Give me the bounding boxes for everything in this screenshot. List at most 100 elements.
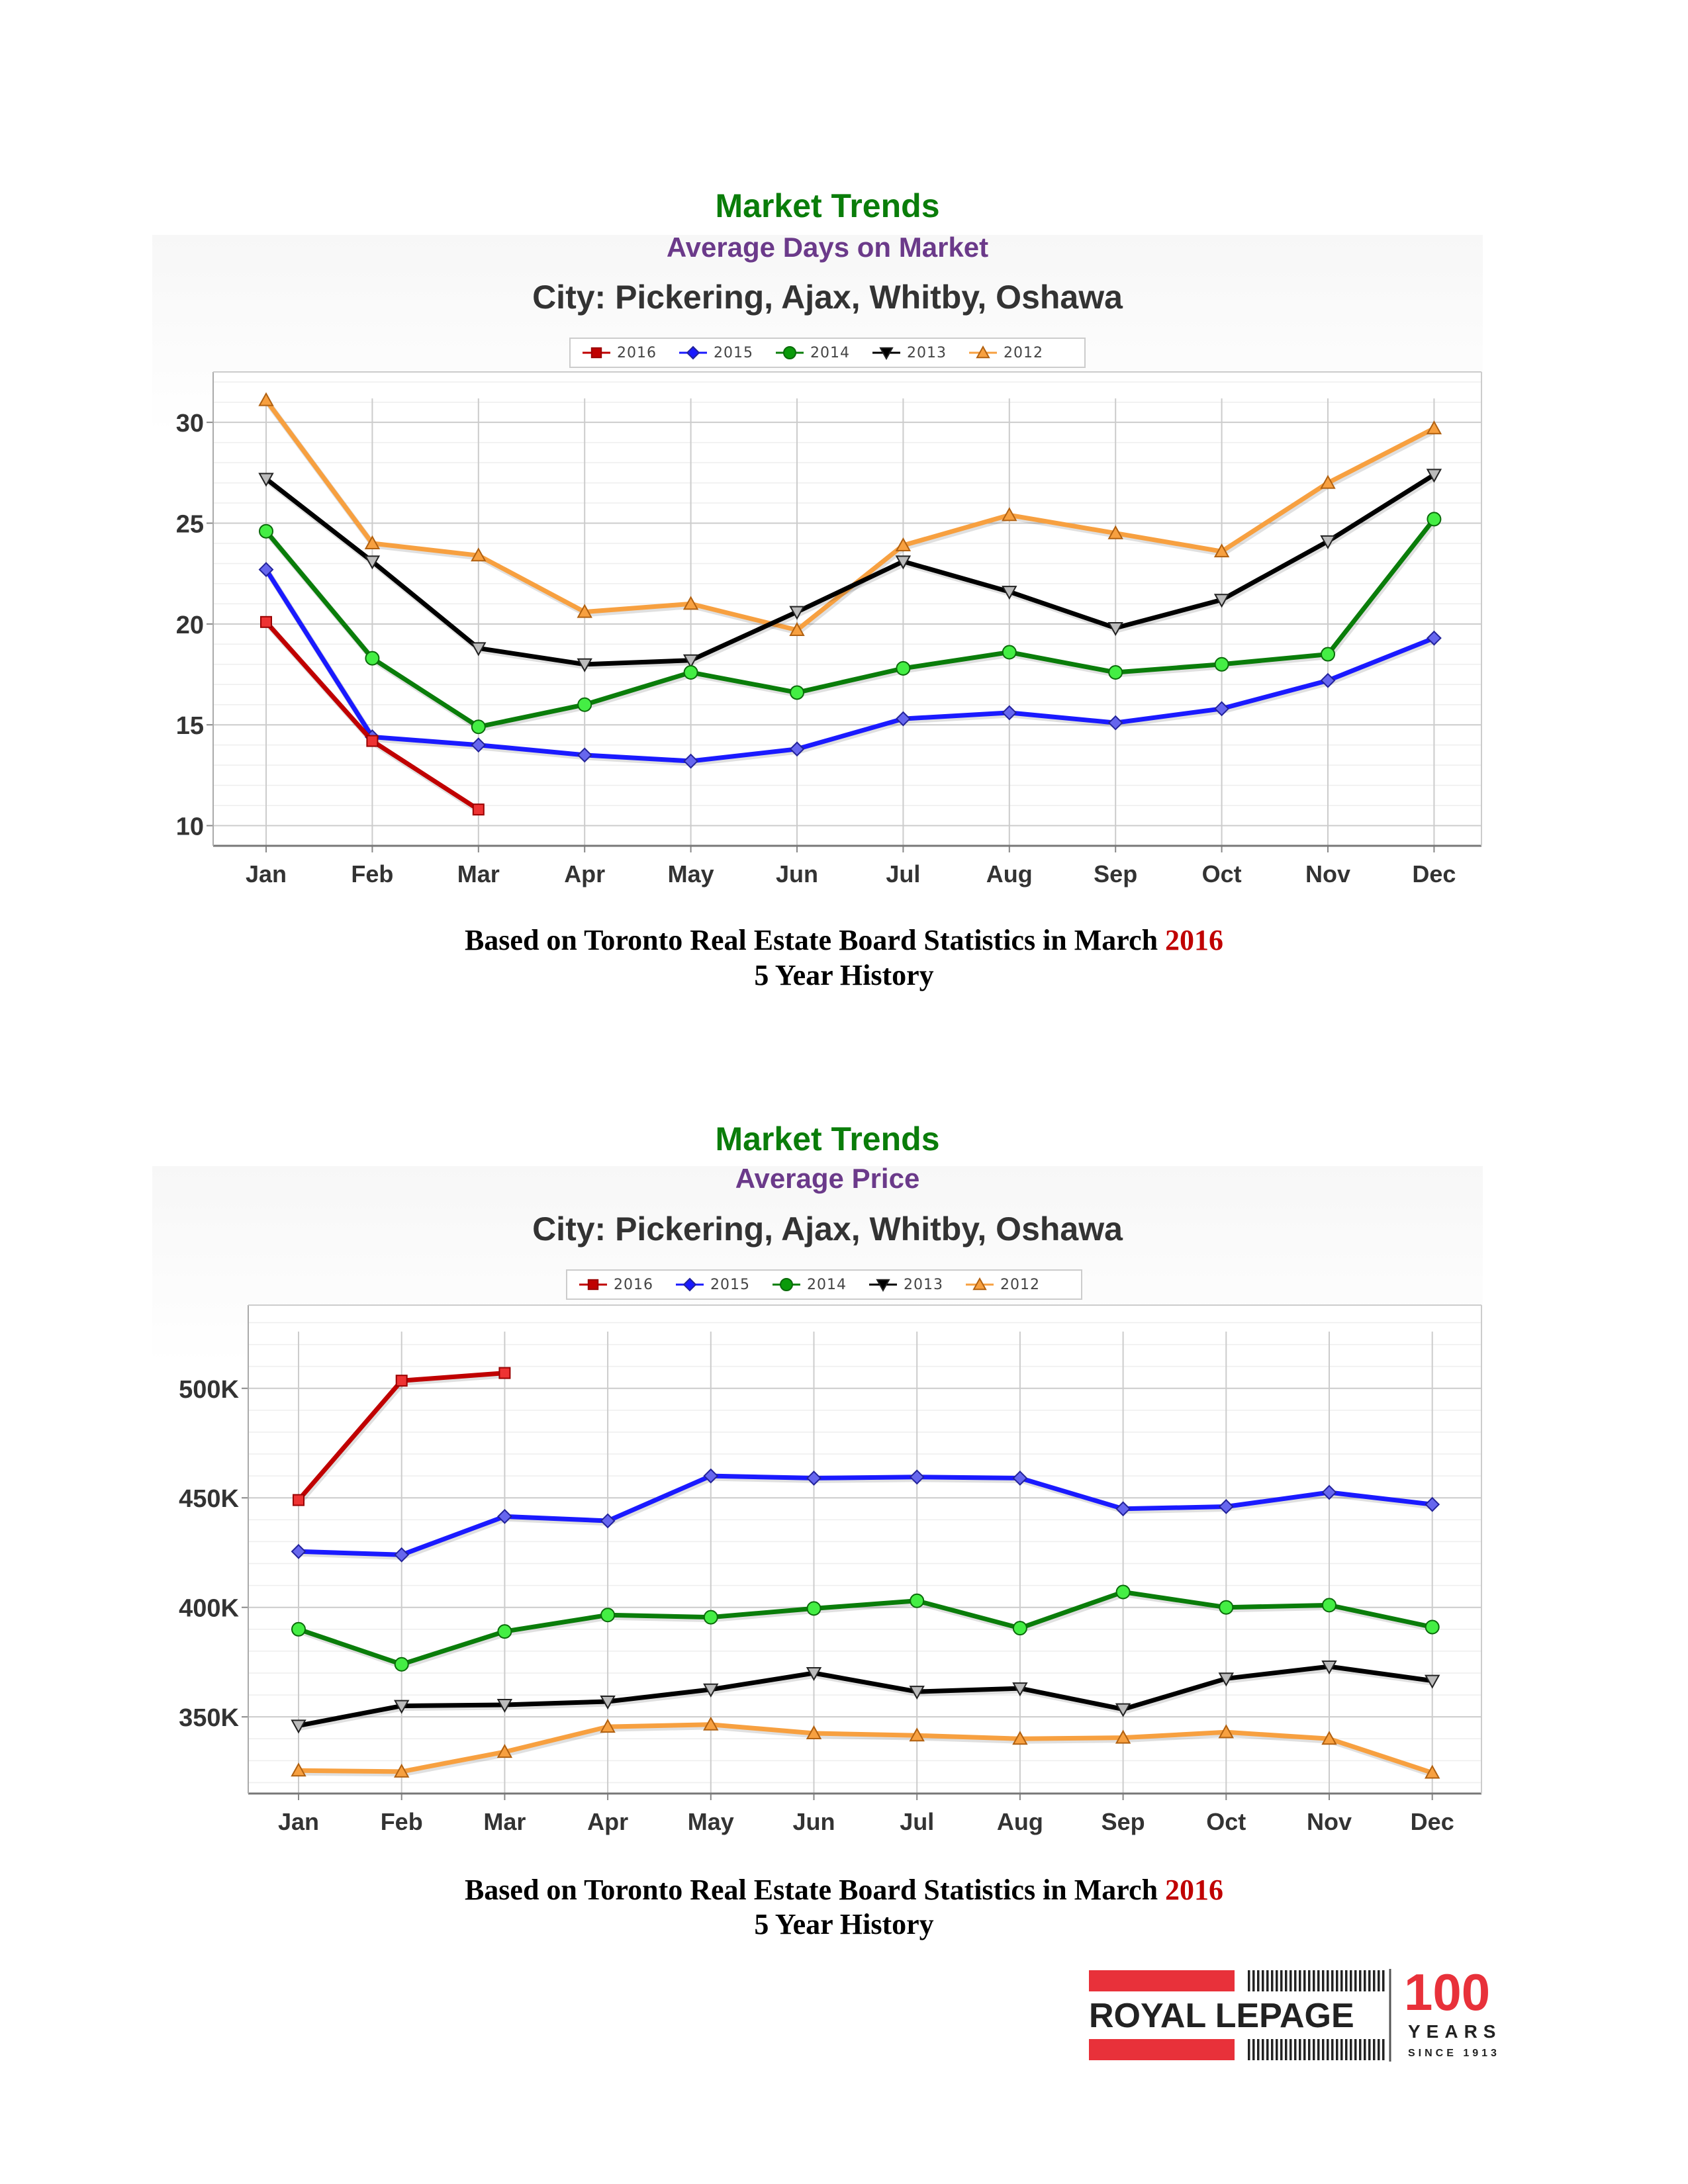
chart2-caption: Based on Toronto Real Estate Board Stati… bbox=[0, 1873, 1688, 1907]
chart2-point-2016 bbox=[293, 1494, 305, 1506]
chart1-legend-label: 2015 bbox=[714, 344, 753, 361]
chart2-point-2014 bbox=[1219, 1600, 1234, 1615]
chart1-legend-label: 2013 bbox=[907, 344, 947, 361]
chart1-point-2016 bbox=[366, 735, 379, 747]
chart1-point-2012 bbox=[1213, 543, 1230, 558]
chart1-point-2013 bbox=[364, 555, 381, 570]
chart2-point-2015 bbox=[1218, 1499, 1234, 1514]
chart1-legend-item-2013[interactable]: 2013 bbox=[871, 344, 947, 361]
chart2-point-2013 bbox=[600, 1696, 616, 1710]
chart2-point-2014 bbox=[394, 1657, 409, 1672]
chart1-series-line-2015 bbox=[264, 568, 1435, 764]
chart1-x-tick-label: Jun bbox=[776, 860, 818, 887]
chart1-x-tick-label: Aug bbox=[986, 860, 1033, 887]
chart2-point-2014 bbox=[291, 1621, 306, 1637]
chart2-point-2013 bbox=[496, 1698, 513, 1713]
chart1-point-2015 bbox=[1002, 705, 1017, 721]
chart2-legend-symbol-2013 bbox=[869, 1279, 897, 1293]
chart1-point-2012 bbox=[471, 547, 487, 562]
chart1-point-2014 bbox=[1214, 657, 1229, 672]
chart1-point-2012 bbox=[577, 604, 592, 618]
chart2-point-2015 bbox=[703, 1468, 719, 1484]
chart1-y-tick-label: 30 bbox=[176, 410, 204, 437]
chart1-point-2016 bbox=[472, 803, 485, 816]
chart2-legend-label: 2013 bbox=[904, 1276, 943, 1293]
chart1-point-2015 bbox=[1107, 715, 1123, 731]
chart1-point-2016 bbox=[260, 615, 272, 628]
chart1-legend-label: 2014 bbox=[810, 344, 850, 361]
chart1-x-tick-label: Dec bbox=[1412, 860, 1456, 887]
chart1-legend-symbol-2012 bbox=[969, 345, 997, 359]
chart2-legend-symbol-2012 bbox=[966, 1277, 994, 1291]
chart1-y-tick-label: 25 bbox=[176, 511, 204, 539]
chart2-y-tick-label: 450K bbox=[179, 1485, 239, 1513]
chart2-point-2012 bbox=[1425, 1764, 1440, 1779]
chart2-point-2016 bbox=[395, 1375, 408, 1387]
chart2-point-2013 bbox=[1321, 1661, 1337, 1675]
chart1-x-tick-label: Apr bbox=[564, 860, 605, 887]
chart1-x-tick-label: Mar bbox=[457, 860, 500, 887]
chart1-x-tick-label: Sep bbox=[1094, 860, 1137, 887]
chart2-point-2015 bbox=[1115, 1501, 1131, 1517]
chart1-point-2012 bbox=[789, 621, 805, 636]
chart1-caption-history: 5 Year History bbox=[754, 959, 934, 991]
chart1-point-2013 bbox=[1107, 621, 1123, 637]
chart1-legend-item-2014[interactable]: 2014 bbox=[774, 344, 850, 361]
chart1-point-2013 bbox=[577, 658, 592, 672]
chart1-point-2014 bbox=[365, 651, 380, 666]
chart2-point-2014 bbox=[497, 1624, 512, 1639]
chart1-point-2014 bbox=[790, 685, 804, 700]
chart2-point-2014 bbox=[1115, 1584, 1131, 1600]
chart1-series-line-2014 bbox=[264, 518, 1436, 729]
chart2-point-2015 bbox=[1425, 1496, 1440, 1512]
chart1-legend-item-2012[interactable]: 2012 bbox=[968, 344, 1043, 361]
chart1-legend-label: 2012 bbox=[1004, 344, 1043, 361]
chart1-point-2015 bbox=[1320, 672, 1336, 688]
chart2-x-tick-label: Jul bbox=[900, 1808, 934, 1835]
chart1-point-2015 bbox=[1426, 630, 1442, 646]
chart2-point-2014 bbox=[1012, 1621, 1027, 1636]
chart1-legend-item-2016[interactable]: 2016 bbox=[581, 344, 657, 361]
chart2-legend-item-2013[interactable]: 2013 bbox=[868, 1276, 943, 1293]
chart2-caption-year: 2016 bbox=[1165, 1874, 1224, 1906]
chart2-x-tick-label: Jun bbox=[792, 1808, 835, 1835]
chart2-legend-item-2016[interactable]: 2016 bbox=[578, 1276, 653, 1293]
chart1-point-2014 bbox=[896, 660, 911, 676]
chart1-point-2014 bbox=[577, 697, 592, 712]
royal-lepage-logo: ROYAL LEPAGE 100 YEARS SINCE 1913 bbox=[1089, 1963, 1519, 2062]
chart2-point-2013 bbox=[1218, 1672, 1234, 1687]
chart2-legend-symbol-2014 bbox=[773, 1278, 800, 1291]
chart1-legend-item-2015[interactable]: 2015 bbox=[678, 344, 753, 361]
chart2-plot: 350K 400K 450K 500K Jan Feb Mar Apr May Jun Jul Aug… bbox=[179, 1304, 1482, 1835]
logo-graphic: ROYAL LEPAGE 100 YEARS SINCE 1913 bbox=[1089, 1963, 1497, 2062]
chart2-caption-history: 5 Year History bbox=[754, 1908, 934, 1940]
chart2-point-2012 bbox=[1012, 1731, 1028, 1745]
chart2-point-2014 bbox=[1425, 1619, 1440, 1635]
chart1-point-2013 bbox=[1002, 586, 1017, 600]
chart2-series-line-2013 bbox=[298, 1664, 1433, 1728]
chart1-legend-symbol-2015 bbox=[679, 345, 707, 360]
chart2-x-tick-label: Feb bbox=[381, 1808, 423, 1835]
chart1-point-2014 bbox=[1002, 645, 1017, 660]
chart2-legend-item-2015[interactable]: 2015 bbox=[675, 1276, 750, 1293]
chart1-legend-symbol-2013 bbox=[872, 347, 900, 361]
chart2-legend-label: 2015 bbox=[710, 1276, 750, 1293]
chart1-caption-year: 2016 bbox=[1165, 924, 1224, 956]
chart1-point-2014 bbox=[1108, 664, 1123, 680]
chart1-legend-symbol-2016 bbox=[583, 347, 610, 359]
chart1-point-2013 bbox=[789, 606, 805, 620]
chart1-point-2013 bbox=[1426, 469, 1442, 483]
chart1-point-2013 bbox=[1320, 535, 1336, 549]
chart2-point-2015 bbox=[806, 1471, 821, 1486]
chart2-series-line-2012 bbox=[298, 1722, 1433, 1775]
chart2-legend-item-2014[interactable]: 2014 bbox=[771, 1276, 847, 1293]
chart2-legend-item-2012[interactable]: 2012 bbox=[964, 1276, 1040, 1293]
chart1-subtitle: Average Days on Market bbox=[666, 232, 989, 263]
chart2-point-2014 bbox=[1322, 1598, 1336, 1613]
chart1-point-2012 bbox=[258, 392, 274, 406]
chart2-point-2012 bbox=[1115, 1729, 1131, 1744]
chart1-point-2012 bbox=[1002, 507, 1017, 522]
chart1-point-2015 bbox=[895, 711, 911, 727]
chart2-legend-label: 2014 bbox=[807, 1276, 847, 1293]
chart2-point-2015 bbox=[394, 1547, 410, 1563]
